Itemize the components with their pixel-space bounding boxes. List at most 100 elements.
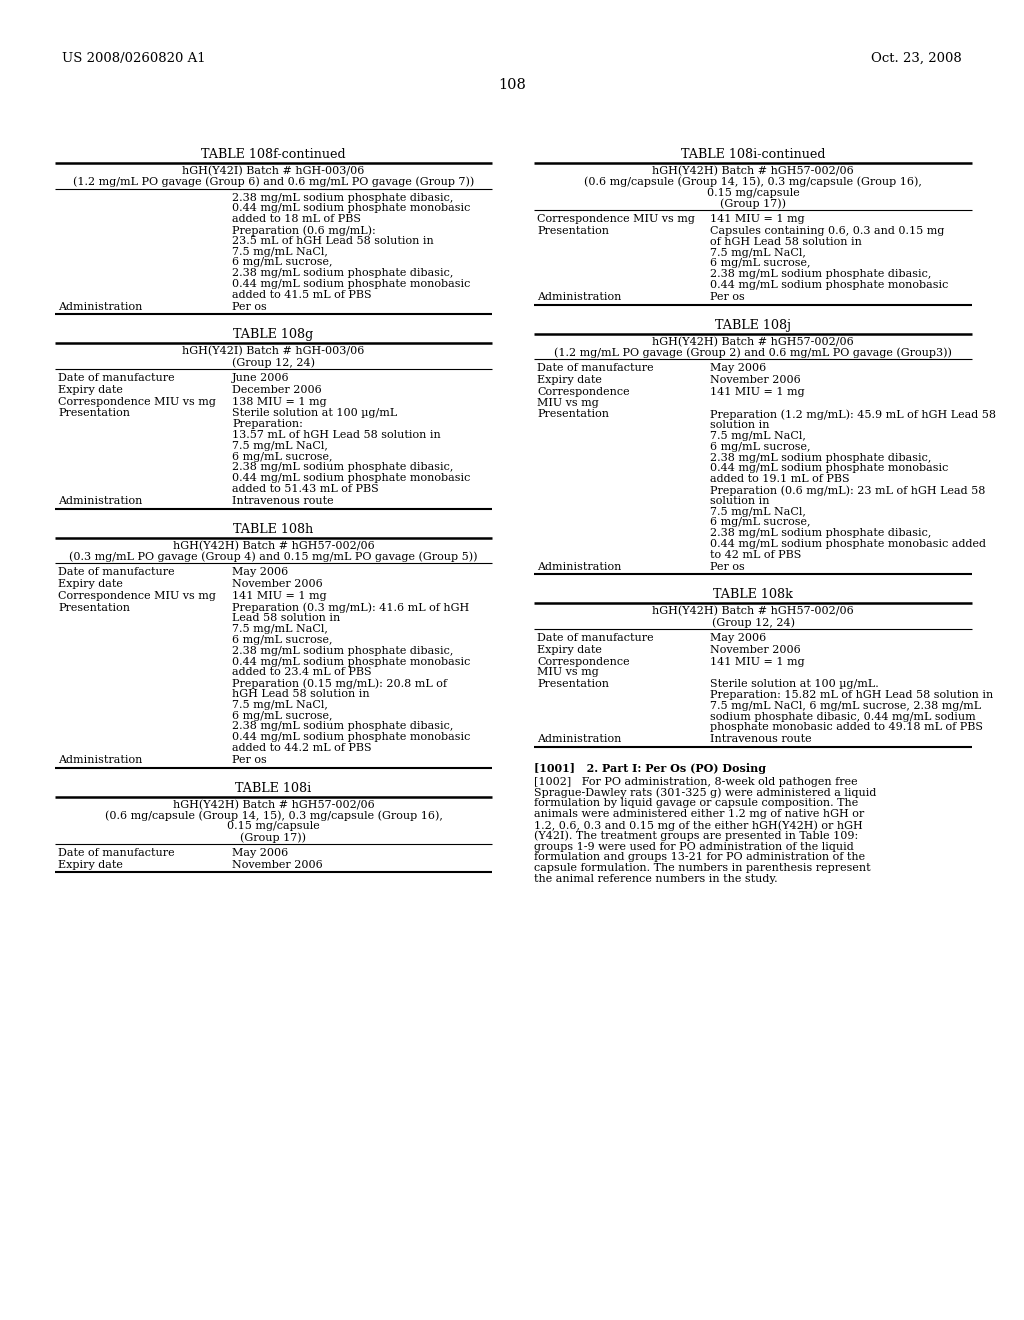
Text: (Group 12, 24): (Group 12, 24) [232,358,315,368]
Text: 2.38 mg/mL sodium phosphate dibasic,: 2.38 mg/mL sodium phosphate dibasic, [710,528,932,539]
Text: added to 19.1 mL of PBS: added to 19.1 mL of PBS [710,474,850,484]
Text: Date of manufacture: Date of manufacture [537,363,653,374]
Text: Per os: Per os [232,755,266,764]
Text: Correspondence: Correspondence [537,387,630,397]
Text: MIU vs mg: MIU vs mg [537,397,599,408]
Text: 141 MIU = 1 mg: 141 MIU = 1 mg [710,387,805,397]
Text: MIU vs mg: MIU vs mg [537,668,599,677]
Text: 6 mg/mL sucrose,: 6 mg/mL sucrose, [232,257,333,268]
Text: 0.44 mg/mL sodium phosphate monobasic: 0.44 mg/mL sodium phosphate monobasic [232,279,470,289]
Text: [1002]   For PO administration, 8-week old pathogen free: [1002] For PO administration, 8-week old… [534,776,858,787]
Text: 0.15 mg/capsule: 0.15 mg/capsule [707,187,800,198]
Text: hGH(Y42H) Batch # hGH57-002/06: hGH(Y42H) Batch # hGH57-002/06 [652,166,854,177]
Text: 2.38 mg/mL sodium phosphate dibasic,: 2.38 mg/mL sodium phosphate dibasic, [710,269,932,280]
Text: June 2006: June 2006 [232,374,290,383]
Text: 6 mg/mL sucrose,: 6 mg/mL sucrose, [232,635,333,645]
Text: Expiry date: Expiry date [58,579,123,589]
Text: Date of manufacture: Date of manufacture [537,634,653,643]
Text: 7.5 mg/mL NaCl,: 7.5 mg/mL NaCl, [710,507,806,516]
Text: 0.44 mg/mL sodium phosphate monobasic: 0.44 mg/mL sodium phosphate monobasic [232,656,470,667]
Text: 138 MIU = 1 mg: 138 MIU = 1 mg [232,396,327,407]
Text: hGH(Y42H) Batch # hGH57-002/06: hGH(Y42H) Batch # hGH57-002/06 [652,337,854,347]
Text: 1.2, 0.6, 0.3 and 0.15 mg of the either hGH(Y42H) or hGH: 1.2, 0.6, 0.3 and 0.15 mg of the either … [534,820,863,830]
Text: Expiry date: Expiry date [58,385,123,395]
Text: Lead 58 solution in: Lead 58 solution in [232,614,340,623]
Text: (Y42I). The treatment groups are presented in Table 109:: (Y42I). The treatment groups are present… [534,830,858,841]
Text: Expiry date: Expiry date [537,375,602,385]
Text: Per os: Per os [710,292,744,302]
Text: added to 51.43 mL of PBS: added to 51.43 mL of PBS [232,484,379,494]
Text: Preparation (0.6 mg/mL): 23 mL of hGH Lead 58: Preparation (0.6 mg/mL): 23 mL of hGH Le… [710,484,985,495]
Text: Preparation (0.15 mg/mL): 20.8 mL of: Preparation (0.15 mg/mL): 20.8 mL of [232,678,447,689]
Text: Administration: Administration [537,292,622,302]
Text: 23.5 mL of hGH Lead 58 solution in: 23.5 mL of hGH Lead 58 solution in [232,236,434,246]
Text: (1.2 mg/mL PO gavage (Group 2) and 0.6 mg/mL PO gavage (Group3)): (1.2 mg/mL PO gavage (Group 2) and 0.6 m… [554,347,952,358]
Text: 0.44 mg/mL sodium phosphate monobasic: 0.44 mg/mL sodium phosphate monobasic [710,463,948,474]
Text: of hGH Lead 58 solution in: of hGH Lead 58 solution in [710,236,862,247]
Text: (1.2 mg/mL PO gavage (Group 6) and 0.6 mg/mL PO gavage (Group 7)): (1.2 mg/mL PO gavage (Group 6) and 0.6 m… [73,177,474,187]
Text: TABLE 108f-continued: TABLE 108f-continued [201,148,346,161]
Text: Preparation (0.3 mg/mL): 41.6 mL of hGH: Preparation (0.3 mg/mL): 41.6 mL of hGH [232,603,469,614]
Text: 7.5 mg/mL NaCl,: 7.5 mg/mL NaCl, [710,432,806,441]
Text: TABLE 108i: TABLE 108i [236,781,311,795]
Text: 6 mg/mL sucrose,: 6 mg/mL sucrose, [710,517,811,528]
Text: (Group 12, 24): (Group 12, 24) [712,618,795,628]
Text: Sterile solution at 100 µg/mL.: Sterile solution at 100 µg/mL. [710,680,879,689]
Text: animals were administered either 1.2 mg of native hGH or: animals were administered either 1.2 mg … [534,809,864,820]
Text: Preparation:: Preparation: [232,420,303,429]
Text: (0.6 mg/capsule (Group 14, 15), 0.3 mg/capsule (Group 16),: (0.6 mg/capsule (Group 14, 15), 0.3 mg/c… [584,177,922,187]
Text: sodium phosphate dibasic, 0.44 mg/mL sodium: sodium phosphate dibasic, 0.44 mg/mL sod… [710,711,976,722]
Text: Capsules containing 0.6, 0.3 and 0.15 mg: Capsules containing 0.6, 0.3 and 0.15 mg [710,226,944,236]
Text: Sterile solution at 100 µg/mL: Sterile solution at 100 µg/mL [232,408,397,418]
Text: hGH(Y42H) Batch # hGH57-002/06: hGH(Y42H) Batch # hGH57-002/06 [173,541,375,550]
Text: [1001]   2. Part I: Per Os (PO) Dosing: [1001] 2. Part I: Per Os (PO) Dosing [534,763,766,774]
Text: 141 MIU = 1 mg: 141 MIU = 1 mg [232,591,327,601]
Text: Intravenous route: Intravenous route [710,734,812,744]
Text: added to 18 mL of PBS: added to 18 mL of PBS [232,214,361,224]
Text: 108: 108 [498,78,526,92]
Text: 7.5 mg/mL NaCl,: 7.5 mg/mL NaCl, [232,624,328,634]
Text: Preparation (0.6 mg/mL):: Preparation (0.6 mg/mL): [232,224,376,235]
Text: November 2006: November 2006 [232,579,323,589]
Text: 2.38 mg/mL sodium phosphate dibasic,: 2.38 mg/mL sodium phosphate dibasic, [710,453,932,462]
Text: Correspondence MIU vs mg: Correspondence MIU vs mg [537,214,695,224]
Text: 141 MIU = 1 mg: 141 MIU = 1 mg [710,214,805,224]
Text: 0.44 mg/mL sodium phosphate monobasic: 0.44 mg/mL sodium phosphate monobasic [232,203,470,214]
Text: Preparation: 15.82 mL of hGH Lead 58 solution in: Preparation: 15.82 mL of hGH Lead 58 sol… [710,690,993,700]
Text: 0.44 mg/mL sodium phosphate monobasic: 0.44 mg/mL sodium phosphate monobasic [232,473,470,483]
Text: 2.38 mg/mL sodium phosphate dibasic,: 2.38 mg/mL sodium phosphate dibasic, [232,462,454,473]
Text: November 2006: November 2006 [232,859,323,870]
Text: 13.57 mL of hGH Lead 58 solution in: 13.57 mL of hGH Lead 58 solution in [232,430,440,440]
Text: (0.3 mg/mL PO gavage (Group 4) and 0.15 mg/mL PO gavage (Group 5)): (0.3 mg/mL PO gavage (Group 4) and 0.15 … [70,552,478,562]
Text: 7.5 mg/mL NaCl, 6 mg/mL sucrose, 2.38 mg/mL: 7.5 mg/mL NaCl, 6 mg/mL sucrose, 2.38 mg… [710,701,981,710]
Text: 7.5 mg/mL NaCl,: 7.5 mg/mL NaCl, [232,441,328,451]
Text: Presentation: Presentation [537,680,609,689]
Text: (0.6 mg/capsule (Group 14, 15), 0.3 mg/capsule (Group 16),: (0.6 mg/capsule (Group 14, 15), 0.3 mg/c… [104,810,442,821]
Text: the animal reference numbers in the study.: the animal reference numbers in the stud… [534,874,777,884]
Text: 6 mg/mL sucrose,: 6 mg/mL sucrose, [232,710,333,721]
Text: added to 44.2 mL of PBS: added to 44.2 mL of PBS [232,743,372,752]
Text: hGH(Y42H) Batch # hGH57-002/06: hGH(Y42H) Batch # hGH57-002/06 [652,606,854,616]
Text: Per os: Per os [710,561,744,572]
Text: Presentation: Presentation [58,408,130,418]
Text: 6 mg/mL sucrose,: 6 mg/mL sucrose, [710,442,811,451]
Text: 6 mg/mL sucrose,: 6 mg/mL sucrose, [232,451,333,462]
Text: 141 MIU = 1 mg: 141 MIU = 1 mg [710,656,805,667]
Text: 2.38 mg/mL sodium phosphate dibasic,: 2.38 mg/mL sodium phosphate dibasic, [232,645,454,656]
Text: Administration: Administration [58,301,142,312]
Text: TABLE 108k: TABLE 108k [713,589,793,602]
Text: to 42 mL of PBS: to 42 mL of PBS [710,550,802,560]
Text: 2.38 mg/mL sodium phosphate dibasic,: 2.38 mg/mL sodium phosphate dibasic, [232,193,454,202]
Text: 6 mg/mL sucrose,: 6 mg/mL sucrose, [710,259,811,268]
Text: US 2008/0260820 A1: US 2008/0260820 A1 [62,51,206,65]
Text: (Group 17)): (Group 17)) [720,198,786,209]
Text: Sprague-Dawley rats (301-325 g) were administered a liquid: Sprague-Dawley rats (301-325 g) were adm… [534,788,877,799]
Text: November 2006: November 2006 [710,644,801,655]
Text: Expiry date: Expiry date [537,644,602,655]
Text: Intravenous route: Intravenous route [232,496,334,506]
Text: Correspondence MIU vs mg: Correspondence MIU vs mg [58,396,216,407]
Text: Expiry date: Expiry date [58,859,123,870]
Text: Per os: Per os [232,301,266,312]
Text: solution in: solution in [710,496,769,506]
Text: TABLE 108g: TABLE 108g [233,329,313,342]
